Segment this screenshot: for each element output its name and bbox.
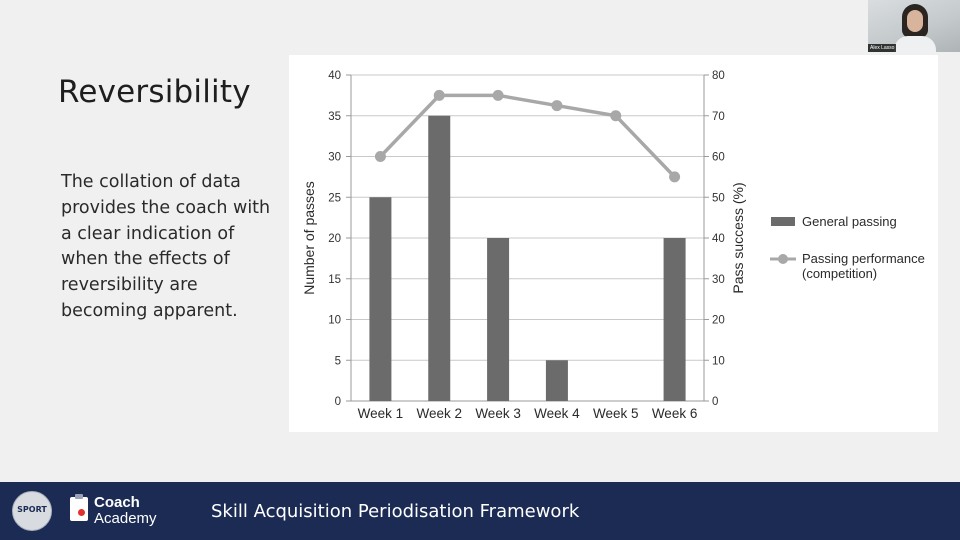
- x-tick-label: Week 2: [416, 406, 462, 421]
- y-tick-label: 20: [328, 233, 341, 245]
- y-tick-label: 0: [335, 396, 341, 408]
- legend-label-general-passing: General passing: [802, 214, 897, 229]
- presenter-shirt: [894, 36, 936, 52]
- y-axis-title: Number of passes: [301, 181, 317, 295]
- y2-tick-label: 40: [712, 233, 725, 245]
- point-passing-performance: [433, 89, 445, 101]
- bar-general-passing: [663, 238, 686, 401]
- y-tick-label: 40: [328, 70, 341, 82]
- legend-swatch-point: [778, 254, 788, 264]
- y2-tick-label: 30: [712, 274, 725, 286]
- footer-title: Skill Acquisition Periodisation Framewor…: [211, 501, 580, 522]
- point-passing-performance: [492, 89, 504, 101]
- bar-general-passing: [545, 360, 568, 401]
- slide-title: Reversibility: [58, 74, 251, 110]
- presenter-face: [907, 10, 923, 32]
- line-passing-performance: [379, 93, 676, 179]
- webcam-name-tag: Alex Lasso: [868, 44, 897, 52]
- bar-general-passing: [369, 197, 392, 401]
- coach-academy-logo: Coach Academy: [94, 495, 157, 527]
- sport-logo: SPORT: [12, 491, 52, 531]
- y-tick-label: 35: [328, 111, 341, 123]
- y2-tick-label: 20: [712, 315, 725, 327]
- y2-tick-label: 70: [712, 111, 725, 123]
- footer-bar: SPORT Coach Academy Skill Acquisition Pe…: [0, 482, 960, 540]
- y-tick-label: 10: [328, 315, 341, 327]
- y-tick-label: 5: [335, 355, 341, 367]
- y2-tick-label: 60: [712, 152, 725, 164]
- x-tick-label: Week 4: [534, 406, 580, 421]
- sport-logo-text: SPORT: [17, 505, 47, 514]
- bar-general-passing: [428, 115, 451, 401]
- bar-general-passing: [487, 238, 510, 401]
- webcam-thumbnail: Alex Lasso: [868, 0, 960, 52]
- point-passing-performance: [610, 110, 622, 122]
- brand-line2: Academy: [94, 510, 157, 527]
- slide-body-text: The collation of data provides the coach…: [61, 172, 271, 321]
- x-tick-label: Week 3: [475, 406, 521, 421]
- legend-swatch-general-passing: [771, 217, 795, 226]
- y2-tick-label: 10: [712, 355, 725, 367]
- point-passing-performance: [551, 100, 563, 112]
- clipboard-icon: [70, 494, 88, 521]
- y2-tick-label: 80: [712, 70, 725, 82]
- x-tick-label: Week 6: [652, 406, 698, 421]
- y2-tick-label: 50: [712, 192, 725, 204]
- y2-axis-title: Pass success (%): [730, 182, 746, 293]
- point-passing-performance: [669, 171, 681, 183]
- legend-label-passing-performance-2: (competition): [802, 266, 877, 281]
- y-tick-label: 25: [328, 192, 341, 204]
- y2-tick-label: 0: [712, 396, 718, 408]
- passing-chart: 0 5 10 15 20 25 30 35 40 0 10 20 30 40 50 60 70 80 Week 1 W…: [301, 70, 925, 421]
- y-tick-label: 30: [328, 152, 341, 164]
- x-tick-label: Week 5: [593, 406, 639, 421]
- y-tick-label: 15: [328, 274, 341, 286]
- brand-line1: Coach: [94, 494, 140, 511]
- x-tick-label: Week 1: [358, 406, 404, 421]
- point-passing-performance: [374, 151, 386, 162]
- legend-label-passing-performance-1: Passing performance: [802, 251, 925, 266]
- chart-panel: 0 5 10 15 20 25 30 35 40 0 10 20 30 40 50 60 70 80 Week 1 W…: [289, 55, 938, 432]
